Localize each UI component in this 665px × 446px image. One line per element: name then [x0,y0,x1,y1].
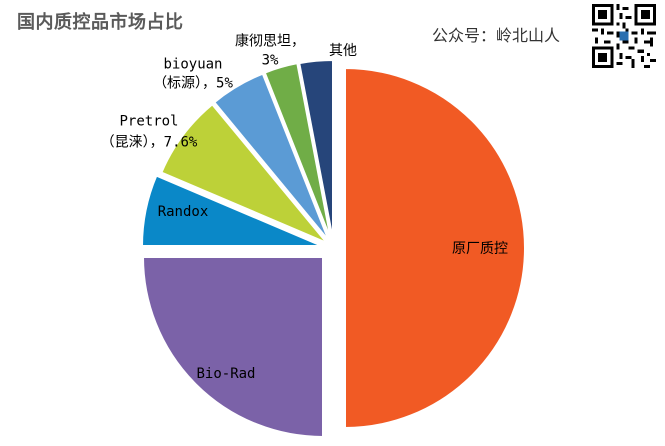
slice-label: 原厂质控 [452,241,508,257]
qr-code-icon [592,4,656,68]
slice-label: 3% [262,53,279,69]
chart-title: 国内质控品市场占比 [17,12,184,33]
slice-label: （昆涞），7.6% [101,135,198,151]
slice-label: 康彻思坦， [235,33,305,50]
slice-label: Bio-Rad [196,366,255,382]
slice-label: bioyuan [163,57,222,73]
slice-label: Pretrol [119,114,178,130]
pie-slice [263,62,332,241]
brand-text: 公众号：岭北山人 [432,26,561,45]
slice-label: 其他 [329,43,357,59]
pie-slice [160,102,328,244]
pie-slice [344,66,526,430]
pie-slice [212,72,330,242]
slice-label: Randox [158,204,209,220]
pie-slice [141,256,324,439]
pie-labels: 原厂质控 Bio-Rad Randox Pretrol （昆涞），7.6% bioyuan… [101,33,508,383]
pie-slices [140,58,526,439]
pie-slice [298,58,334,241]
slice-label: （标源），5% [153,76,233,92]
pie-slice [140,174,323,247]
